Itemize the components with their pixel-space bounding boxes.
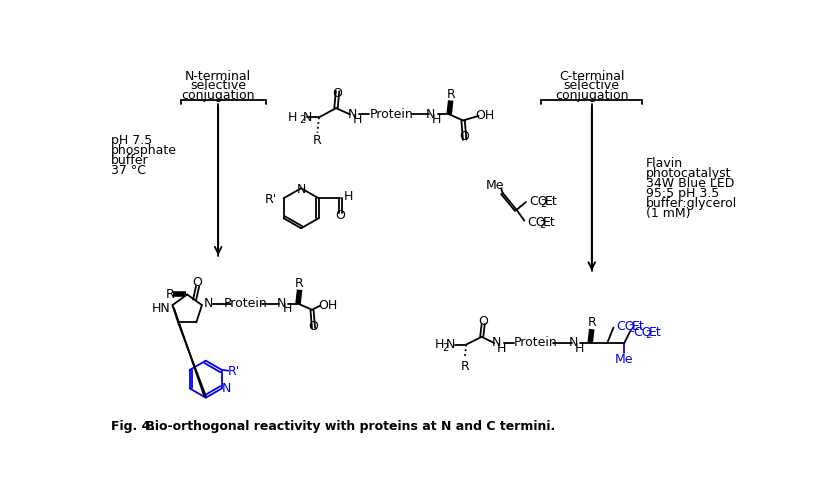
Text: 2: 2 (299, 115, 304, 125)
Text: O: O (332, 87, 342, 100)
Text: H: H (574, 342, 583, 355)
Text: O: O (193, 276, 203, 289)
Text: R: R (460, 360, 468, 373)
Text: Flavin: Flavin (645, 157, 682, 170)
Text: N: N (568, 336, 577, 349)
Text: Et: Et (544, 195, 557, 208)
Text: selective: selective (190, 80, 246, 92)
Text: CO: CO (527, 216, 545, 229)
Text: conjugation: conjugation (554, 88, 628, 101)
Text: Protein: Protein (370, 108, 414, 121)
Text: phosphate: phosphate (111, 144, 177, 157)
Text: C-terminal: C-terminal (558, 70, 624, 83)
Text: Fig. 4.: Fig. 4. (111, 419, 155, 433)
Text: photocatalyst: photocatalyst (645, 167, 730, 180)
Text: Protein: Protein (514, 336, 557, 349)
Text: H: H (288, 111, 297, 124)
Text: N: N (446, 338, 455, 351)
Text: 2: 2 (540, 199, 546, 209)
Text: Me: Me (614, 353, 633, 366)
Text: 2: 2 (538, 220, 545, 230)
Text: H: H (352, 113, 362, 126)
Text: O: O (478, 315, 488, 328)
Text: OH: OH (475, 109, 494, 122)
Text: OH: OH (318, 299, 337, 313)
Text: Me: Me (485, 178, 504, 192)
Text: R: R (295, 277, 304, 290)
Text: Bio-orthogonal reactivity with proteins at N and C termini.: Bio-orthogonal reactivity with proteins … (141, 419, 554, 433)
Text: CO: CO (633, 326, 652, 339)
Text: N: N (491, 336, 500, 349)
Text: N: N (303, 111, 312, 124)
Text: CO: CO (616, 320, 634, 332)
Text: Protein: Protein (223, 297, 267, 310)
Text: Et: Et (543, 216, 555, 229)
Text: 95:5 pH 3.5: 95:5 pH 3.5 (645, 187, 719, 200)
Text: (1 mM): (1 mM) (645, 207, 690, 220)
Text: H: H (282, 303, 292, 316)
Text: N: N (296, 183, 305, 196)
Text: N: N (203, 297, 213, 310)
Text: O: O (308, 320, 318, 333)
Text: O: O (459, 130, 469, 143)
Text: Et: Et (648, 326, 661, 339)
Text: R': R' (265, 193, 277, 206)
Text: CO: CO (528, 195, 547, 208)
Text: buffer: buffer (111, 154, 149, 167)
Text: conjugation: conjugation (181, 88, 255, 101)
Text: H: H (343, 190, 352, 203)
Text: H: H (432, 113, 441, 126)
Text: H: H (496, 342, 506, 355)
Text: N: N (276, 297, 285, 310)
Text: H: H (435, 338, 444, 351)
Text: selective: selective (563, 80, 619, 92)
Text: R: R (586, 317, 595, 330)
Text: Et: Et (631, 320, 644, 332)
Text: R: R (165, 288, 174, 301)
Text: 34W Blue LED: 34W Blue LED (645, 177, 734, 190)
Text: HN: HN (152, 302, 171, 315)
Text: R: R (446, 88, 455, 101)
Text: N-terminal: N-terminal (185, 70, 251, 83)
Text: 2: 2 (628, 324, 633, 334)
Text: N: N (222, 382, 231, 395)
Text: 37 °C: 37 °C (111, 164, 146, 177)
Text: N: N (347, 108, 356, 121)
Text: 2: 2 (644, 331, 651, 340)
Text: buffer:glycerol: buffer:glycerol (645, 197, 736, 210)
Text: pH 7.5: pH 7.5 (111, 134, 152, 147)
Text: O: O (335, 209, 345, 222)
Text: R: R (313, 134, 322, 147)
Text: 2: 2 (442, 342, 448, 352)
Text: R': R' (228, 365, 240, 378)
Text: N: N (425, 108, 435, 121)
